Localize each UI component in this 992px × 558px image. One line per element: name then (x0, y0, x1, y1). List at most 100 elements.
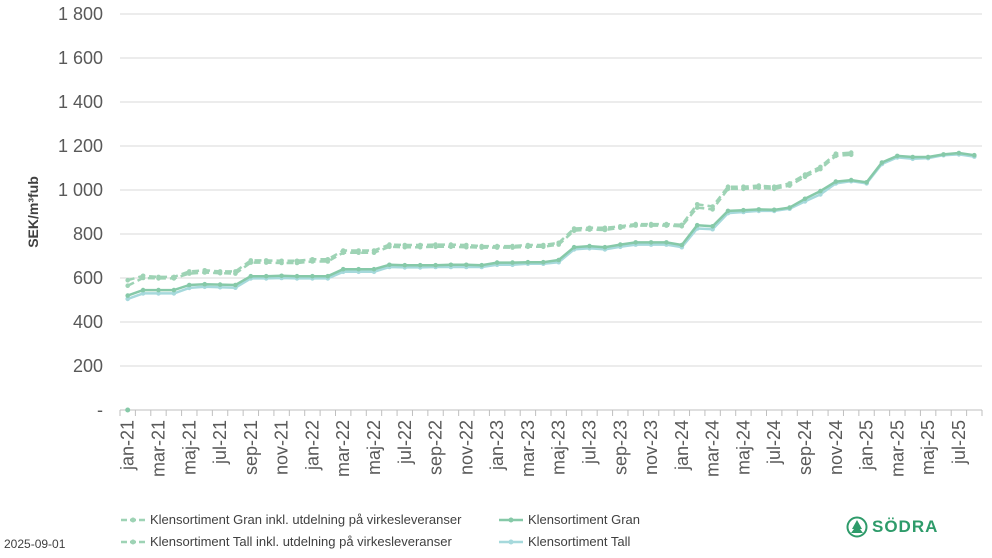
data-point (171, 274, 177, 280)
data-point (833, 179, 839, 184)
grid-lines (120, 13, 982, 367)
data-point (217, 282, 223, 287)
data-point (125, 296, 130, 302)
x-tick-label: sep-22 (426, 420, 446, 475)
x-tick-label: nov-23 (641, 420, 661, 475)
data-point (602, 244, 608, 250)
data-point (171, 287, 177, 293)
logo-text: SÖDRA (872, 517, 939, 536)
data-point (448, 262, 454, 268)
data-point (587, 225, 592, 231)
data-point (433, 262, 438, 268)
legend-label: Klensortiment Gran (528, 512, 640, 527)
x-tick-label: sep-21 (241, 420, 261, 475)
data-point (587, 243, 592, 249)
data-point (263, 273, 269, 279)
x-tick-label: mar-24 (703, 420, 723, 477)
x-tick-label: mar-22 (333, 420, 353, 477)
x-tick-label: jan-24 (672, 420, 692, 471)
data-point (417, 242, 423, 248)
y-tick-label: 1 200 (58, 136, 103, 156)
legend-label: Klensortiment Tall (528, 534, 631, 549)
data-point (171, 291, 177, 296)
legend-swatch-solid (499, 517, 523, 522)
data-point (771, 207, 777, 213)
data-point (602, 225, 608, 231)
data-point (556, 240, 561, 246)
y-tick-label: 1 600 (58, 48, 103, 68)
x-tick-label: jul-24 (764, 420, 784, 465)
data-point (787, 205, 792, 210)
data-point (802, 196, 808, 202)
data-point (202, 268, 207, 273)
data-point (156, 291, 161, 296)
data-point (325, 273, 331, 279)
data-point (710, 204, 715, 209)
data-point (125, 293, 130, 298)
data-point (879, 160, 885, 165)
x-tick-label: nov-24 (826, 420, 846, 475)
y-tick-label: 1 800 (58, 4, 103, 24)
data-point (187, 269, 192, 274)
sodra-emblem-icon (846, 516, 868, 538)
x-tick-label: jul-23 (579, 420, 599, 465)
data-point (694, 205, 700, 210)
x-tick-label: mar-23 (518, 420, 538, 477)
data-point (848, 177, 854, 183)
data-point (972, 152, 977, 158)
data-point (571, 244, 577, 250)
x-tick-label: maj-21 (179, 420, 199, 475)
data-point (217, 269, 223, 274)
data-point (233, 282, 238, 288)
data-point (402, 262, 408, 268)
data-point (294, 273, 300, 279)
legend-label: Klensortiment Gran inkl. utdelning på vi… (150, 512, 462, 527)
x-tick-label: maj-23 (549, 420, 569, 475)
data-point (310, 273, 315, 279)
data-point (694, 222, 700, 228)
data-point (356, 248, 361, 253)
x-tick-label: jul-22 (395, 420, 415, 465)
data-point (679, 242, 685, 248)
legend-item-tall: Klensortiment Tall (498, 534, 630, 549)
data-point (494, 243, 500, 249)
data-point (787, 181, 792, 186)
data-point (741, 207, 746, 213)
data-point (263, 258, 269, 263)
data-point (941, 152, 946, 157)
y-axis-label: SEK/m³fub (25, 176, 41, 248)
x-tick-label: jan-22 (302, 420, 322, 471)
data-point (140, 287, 146, 293)
data-point (664, 221, 669, 227)
series-line (127, 153, 852, 287)
legend-item-tall-inkl: Klensortiment Tall inkl. utdelning på vi… (120, 534, 452, 549)
data-point (633, 221, 638, 227)
data-point (417, 262, 423, 268)
x-tick-label: jan-25 (857, 420, 877, 471)
data-point (848, 150, 854, 155)
data-point (525, 242, 531, 248)
data-point (310, 257, 315, 262)
data-point (279, 273, 284, 279)
data-point (818, 188, 823, 194)
data-point (279, 258, 284, 264)
data-point (402, 242, 408, 248)
data-point (802, 172, 808, 177)
data-point (294, 258, 300, 264)
data-point (833, 151, 839, 156)
report-date: 2025-09-01 (4, 537, 66, 551)
x-tick-label: sep-23 (610, 420, 630, 475)
data-point (818, 164, 823, 170)
y-tick-label: 600 (73, 268, 103, 288)
data-point (156, 274, 161, 280)
data-point (464, 262, 469, 268)
y-tick-label: - (97, 400, 103, 420)
x-tick-label: mar-21 (148, 420, 168, 477)
data-point (479, 262, 485, 268)
series-line (127, 151, 852, 282)
data-point (387, 262, 392, 268)
y-tick-label: 1 400 (58, 92, 103, 112)
data-point (679, 222, 685, 228)
x-tick-label: jul-21 (210, 420, 230, 465)
y-tick-label: 1 000 (58, 180, 103, 200)
